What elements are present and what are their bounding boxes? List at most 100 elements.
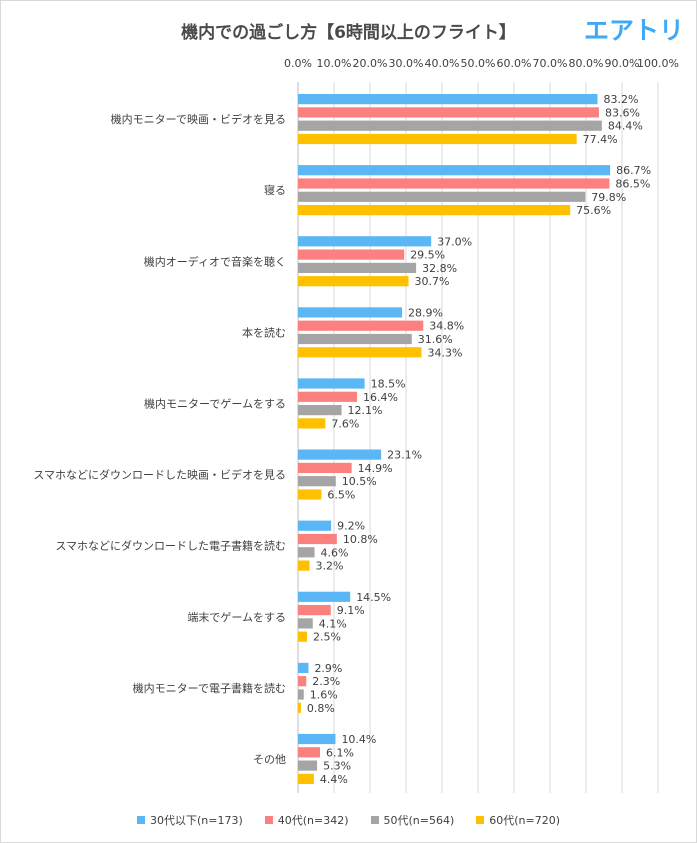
data-label: 6.5% [327, 489, 355, 502]
data-label: 2.9% [314, 662, 342, 675]
grid-lines [297, 82, 659, 793]
bar [298, 236, 432, 247]
data-label: 30.7% [415, 275, 450, 288]
category-label: 機内モニターでゲームをする [144, 396, 286, 410]
legend-label: 60代(n=720) [489, 814, 561, 827]
bar [298, 249, 405, 260]
category-label: 機内モニターで映画・ビデオを見る [111, 112, 286, 126]
bar [298, 405, 342, 416]
bar [298, 547, 315, 558]
data-label: 31.6% [418, 333, 453, 346]
data-label: 37.0% [437, 235, 472, 248]
bar [298, 662, 309, 673]
x-tick-label: 0.0% [284, 57, 312, 70]
bar [298, 631, 307, 642]
x-tick-label: 60.0% [497, 57, 532, 70]
data-label: 84.4% [608, 120, 643, 133]
x-tick-label: 50.0% [461, 57, 496, 70]
data-label: 3.2% [316, 560, 344, 573]
bar [298, 262, 417, 273]
bar [298, 702, 301, 713]
category-label: その他 [253, 753, 286, 766]
data-label: 86.5% [615, 178, 650, 191]
data-label: 28.9% [408, 306, 443, 319]
bar [298, 462, 352, 473]
data-label: 9.2% [337, 520, 365, 533]
x-tick-label: 40.0% [425, 57, 460, 70]
legend-swatch [370, 816, 379, 824]
legend-item: 40代(n=342) [264, 812, 349, 828]
data-label: 0.8% [307, 702, 335, 715]
category-label: スマホなどにダウンロードした電子書籍を読む [55, 539, 286, 553]
bar [298, 391, 358, 402]
bar [298, 307, 403, 318]
category-labels: 機内モニターで映画・ビデオを見る寝る機内オーディオで音楽を聴く本を読む機内モニタ… [33, 112, 286, 766]
data-label: 10.4% [341, 733, 376, 746]
category-label: 寝る [264, 183, 286, 197]
x-tick-label: 80.0% [569, 57, 604, 70]
bar [298, 676, 307, 687]
x-tick-label: 90.0% [605, 57, 640, 70]
legend-label: 40代(n=342) [277, 814, 349, 827]
chart-title: 機内での過ごし方【6時間以上のフライト】 [181, 23, 516, 43]
data-label: 79.8% [591, 191, 626, 204]
bar [298, 476, 336, 487]
bar [298, 347, 422, 358]
legend-item: 30代以下(n=173) [136, 812, 243, 828]
data-label: 7.6% [331, 417, 359, 430]
category-label: スマホなどにダウンロードした映画・ビデオを見る [33, 468, 286, 482]
bar [298, 107, 599, 118]
bar [298, 747, 320, 758]
bar [298, 418, 326, 429]
data-label: 12.1% [348, 404, 383, 417]
legend-swatch [264, 816, 273, 824]
category-label: 本を読む [242, 325, 286, 339]
x-axis-ticks: 0.0% 10.0% 20.0% 30.0% 40.0% 50.0% 60.0% 70.0% 8… [284, 57, 679, 70]
data-label: 9.1% [337, 604, 365, 617]
bar [298, 533, 337, 545]
data-label: 6.1% [326, 746, 354, 759]
data-label: 29.5% [410, 249, 445, 262]
bar [298, 378, 365, 389]
bar [298, 165, 611, 176]
bar [298, 449, 382, 460]
legend-item: 60代(n=720) [476, 812, 560, 828]
data-label: 10.8% [343, 533, 378, 546]
bar [298, 520, 332, 531]
data-label: 32.8% [422, 262, 457, 275]
data-label: 34.8% [429, 320, 464, 333]
category-label: 機内オーディオで音楽を聴く [144, 254, 286, 268]
bar [298, 276, 409, 287]
legend-label: 30代以下(n=173) [149, 814, 243, 827]
bar [298, 191, 586, 202]
data-label: 83.6% [605, 106, 640, 119]
data-label: 23.1% [387, 449, 422, 462]
data-label: 83.2% [604, 93, 639, 106]
bar [298, 320, 424, 331]
x-tick-label: 20.0% [353, 57, 388, 70]
x-tick-label: 70.0% [533, 57, 568, 70]
bar [298, 591, 351, 602]
legend: 30代以下(n=173) 40代(n=342) 50代(n=564) 60代(n=72… [0, 812, 697, 828]
data-label: 10.5% [342, 475, 377, 488]
brand-logo: エアトリ [584, 16, 685, 45]
bar [298, 605, 331, 616]
data-label: 14.5% [356, 591, 391, 604]
data-label: 86.7% [616, 164, 651, 177]
data-label: 18.5% [371, 378, 406, 391]
data-label: 16.4% [363, 391, 398, 404]
legend-item: 50代(n=564) [370, 812, 454, 828]
legend-swatch [136, 816, 145, 824]
data-label: 4.4% [320, 773, 348, 786]
data-label: 34.3% [427, 346, 462, 359]
data-label: 2.5% [313, 631, 341, 644]
category-label: 端末でゲームをする [187, 610, 286, 624]
bar [298, 618, 313, 629]
bar [298, 560, 310, 571]
bar [298, 205, 571, 216]
data-label: 1.6% [310, 689, 338, 702]
bar [298, 178, 610, 189]
bar [298, 689, 304, 700]
x-tick-label: 100.0% [637, 57, 679, 70]
data-label: 4.6% [321, 546, 349, 559]
